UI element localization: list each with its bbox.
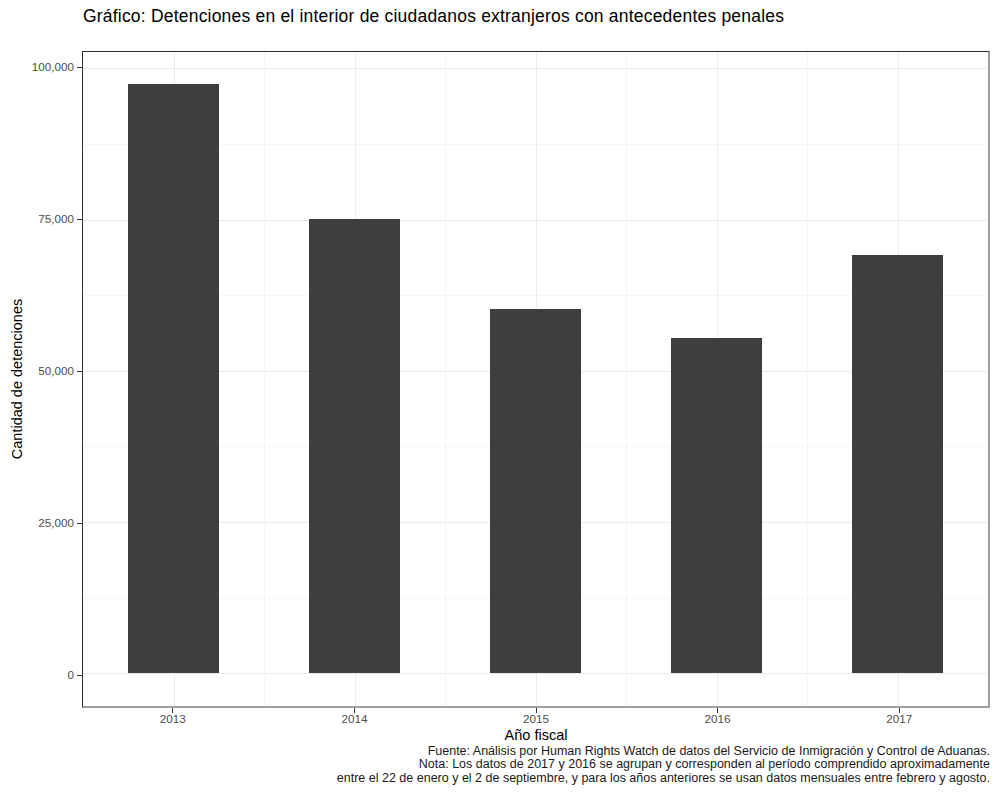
gridline-minor-vertical	[264, 52, 265, 706]
bar-2013	[128, 84, 219, 673]
plot-panel	[82, 51, 990, 708]
gridline-minor-vertical	[807, 52, 808, 706]
y-tick-label: 25,000	[38, 516, 74, 530]
x-tick-label: 2015	[523, 712, 549, 725]
gridline-minor-vertical	[626, 52, 627, 706]
x-tick-label: 2017	[886, 712, 912, 725]
caption-line-note-1: Nota: Los datos de 2017 y 2016 se agrupa…	[337, 758, 990, 771]
y-tick-mark	[77, 219, 82, 220]
bar-2016	[671, 338, 762, 673]
bar-2014	[309, 219, 400, 673]
bar-chart-figure: Gráfico: Detenciones en el interior de c…	[0, 0, 1000, 800]
y-tick-label: 50,000	[38, 364, 74, 378]
x-tick-label: 2013	[160, 712, 186, 725]
y-tick-label: 75,000	[38, 212, 74, 226]
y-tick-mark	[77, 371, 82, 372]
y-tick-mark	[77, 67, 82, 68]
y-axis-title: Cantidad de detenciones	[9, 299, 25, 459]
caption-line-note-2: entre el 22 de enero y el 2 de septiembr…	[337, 772, 990, 785]
x-tick-label: 2016	[705, 712, 731, 725]
chart-title: Gráfico: Detenciones en el interior de c…	[83, 6, 784, 27]
y-tick-mark	[77, 675, 82, 676]
bar-2017	[852, 255, 943, 674]
x-tick-label: 2014	[341, 712, 367, 725]
y-tick-label: 0	[67, 668, 74, 682]
caption: Fuente: Análisis por Human Rights Watch …	[337, 745, 990, 785]
y-tick-label: 100,000	[32, 60, 74, 74]
gridline-minor-vertical	[445, 52, 446, 706]
caption-line-source: Fuente: Análisis por Human Rights Watch …	[337, 745, 990, 758]
bar-2015	[490, 309, 581, 673]
y-tick-mark	[77, 523, 82, 524]
x-axis-title: Año fiscal	[505, 727, 568, 743]
